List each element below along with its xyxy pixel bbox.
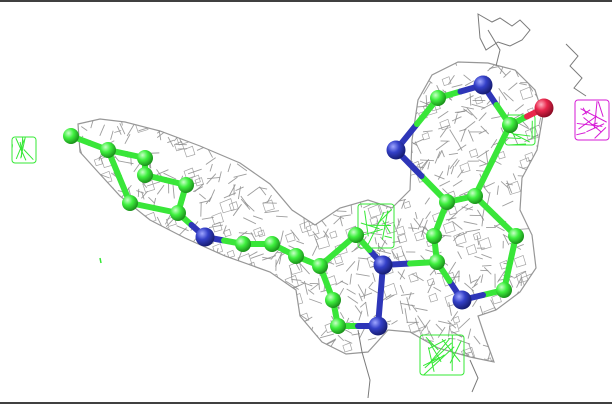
carbon-atom-c10 [288, 248, 304, 264]
nitrogen-atom-n4 [386, 140, 406, 160]
protein-wire-fragment [357, 13, 587, 399]
carbon-atom-c14 [348, 227, 364, 243]
ligand-bonds [68, 82, 547, 329]
negative-difference-density [574, 99, 610, 141]
carbon-atom-c17 [439, 194, 455, 210]
carbon-atom-c3 [137, 150, 153, 166]
electron-density-mesh [78, 62, 543, 362]
carbon-atom-c1 [63, 128, 79, 144]
carbon-atom-c16 [426, 228, 442, 244]
carbon-atom-c12 [325, 292, 341, 308]
carbon-atom-c8 [235, 236, 251, 252]
nitrogen-atom-n6 [452, 290, 472, 310]
nitrogen-atom-n2 [368, 316, 388, 336]
carbon-atom-c6 [170, 205, 186, 221]
carbon-atom-c7 [178, 177, 194, 193]
carbon-atom-c5 [122, 195, 138, 211]
density-mesh-outline [77, 61, 544, 363]
carbon-atom-c9 [264, 236, 280, 252]
carbon-atom-c2 [100, 142, 116, 158]
carbon-atom-c20 [508, 228, 524, 244]
carbon-atom-c11 [312, 258, 328, 274]
nitrogen-atom-n5 [473, 75, 493, 95]
carbon-atom-c15 [429, 254, 445, 270]
nitrogen-atom-n3 [373, 255, 393, 275]
carbon-atom-c4 [137, 167, 153, 183]
ligand-atoms [63, 75, 554, 336]
oxygen-atom-o1 [534, 98, 554, 118]
carbon-atom-c21 [496, 282, 512, 298]
carbon-atom-c18 [430, 90, 446, 106]
carbon-atom-c19 [502, 117, 518, 133]
carbon-atom-c22 [467, 188, 483, 204]
nitrogen-atom-n1 [195, 227, 215, 247]
carbon-atom-c13 [330, 318, 346, 334]
